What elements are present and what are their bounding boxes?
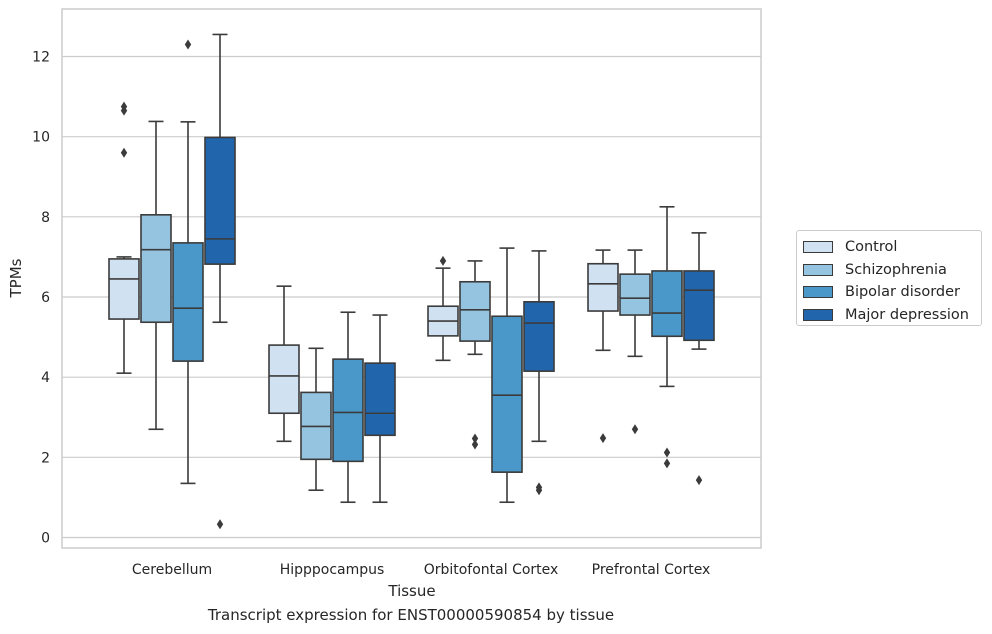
box [683,232,715,486]
legend-label: Bipolar disorder [845,284,960,301]
series-schizophrenia [140,120,651,492]
outlier-point [663,447,671,458]
series-control [108,101,619,444]
box-body [523,301,555,372]
box [619,249,651,435]
x-tick-label: Orbitofontal Cortex [424,562,559,578]
plot-area-frame [61,8,762,549]
y-tick-label: 12 [32,50,50,66]
series-bipolar-disorder [172,39,683,504]
outlier-point [631,424,639,435]
legend-swatch [803,241,833,254]
box-body [651,270,683,338]
box [523,250,555,496]
legend-swatch [803,286,833,299]
box [459,260,491,450]
outlier-point [663,458,671,469]
box-body [332,358,364,463]
box-body [587,262,619,312]
legend-swatch [803,263,833,276]
y-tick-label: 0 [41,531,50,547]
x-tick-label: Prefrontal Cortex [592,562,711,578]
outlier-point [695,475,703,486]
outlier-point [120,105,128,116]
y-tick-label: 10 [32,130,50,146]
legend-item: Schizophrenia [803,259,981,282]
outlier-point [184,39,192,50]
x-tick-label: Hipppocampus [280,562,385,578]
box [491,247,523,504]
box-body [140,214,172,324]
box-body [204,136,236,265]
outlier-point [439,255,447,266]
box-body [268,344,300,415]
box-body [364,362,396,437]
legend: Control Schizophrenia Bipolar disorder Majo… [796,230,982,326]
legend-item: Bipolar disorder [803,281,981,304]
outlier-point [535,485,543,496]
box-body [619,273,651,316]
outlier-point [471,439,479,450]
box [651,206,683,469]
box [172,39,204,485]
legend-label: Control [845,239,898,256]
x-axis-label: Tissue [387,582,435,600]
y-tick-label: 2 [41,450,50,466]
y-tick-label: 8 [41,210,50,226]
series-major-depression [204,33,715,530]
legend-label: Major depression [845,306,969,323]
legend-item: Major depression [803,304,981,327]
y-axis-ticks: 0 2 4 6 8 10 12 [32,50,50,547]
box [204,33,236,530]
y-tick-label: 4 [41,370,50,386]
x-axis-ticks: Cerebellum Hipppocampus Orbitofontal Corte… [132,562,710,578]
legend-swatch [803,308,833,321]
box [140,120,172,431]
box [364,314,396,504]
box [587,249,619,444]
box [332,311,364,504]
box-body [491,315,523,473]
box [268,285,300,443]
box [300,347,332,492]
box-body [459,280,491,342]
outlier-point [120,147,128,158]
box [427,255,459,362]
y-tick-label: 6 [41,290,50,306]
y-axis-label: TPMs [7,258,25,298]
x-tick-label: Cerebellum [132,562,212,578]
outlier-point [471,433,479,444]
outlier-point [599,433,607,444]
outlier-point [216,519,224,530]
box-body [172,242,204,362]
box [108,101,140,374]
box-body [683,270,715,342]
legend-label: Schizophrenia [845,261,947,278]
chart-caption: Transcript expression for ENST0000059085… [207,606,615,624]
box-series [108,33,715,530]
legend-item: Control [803,236,981,259]
box-body [108,258,140,320]
